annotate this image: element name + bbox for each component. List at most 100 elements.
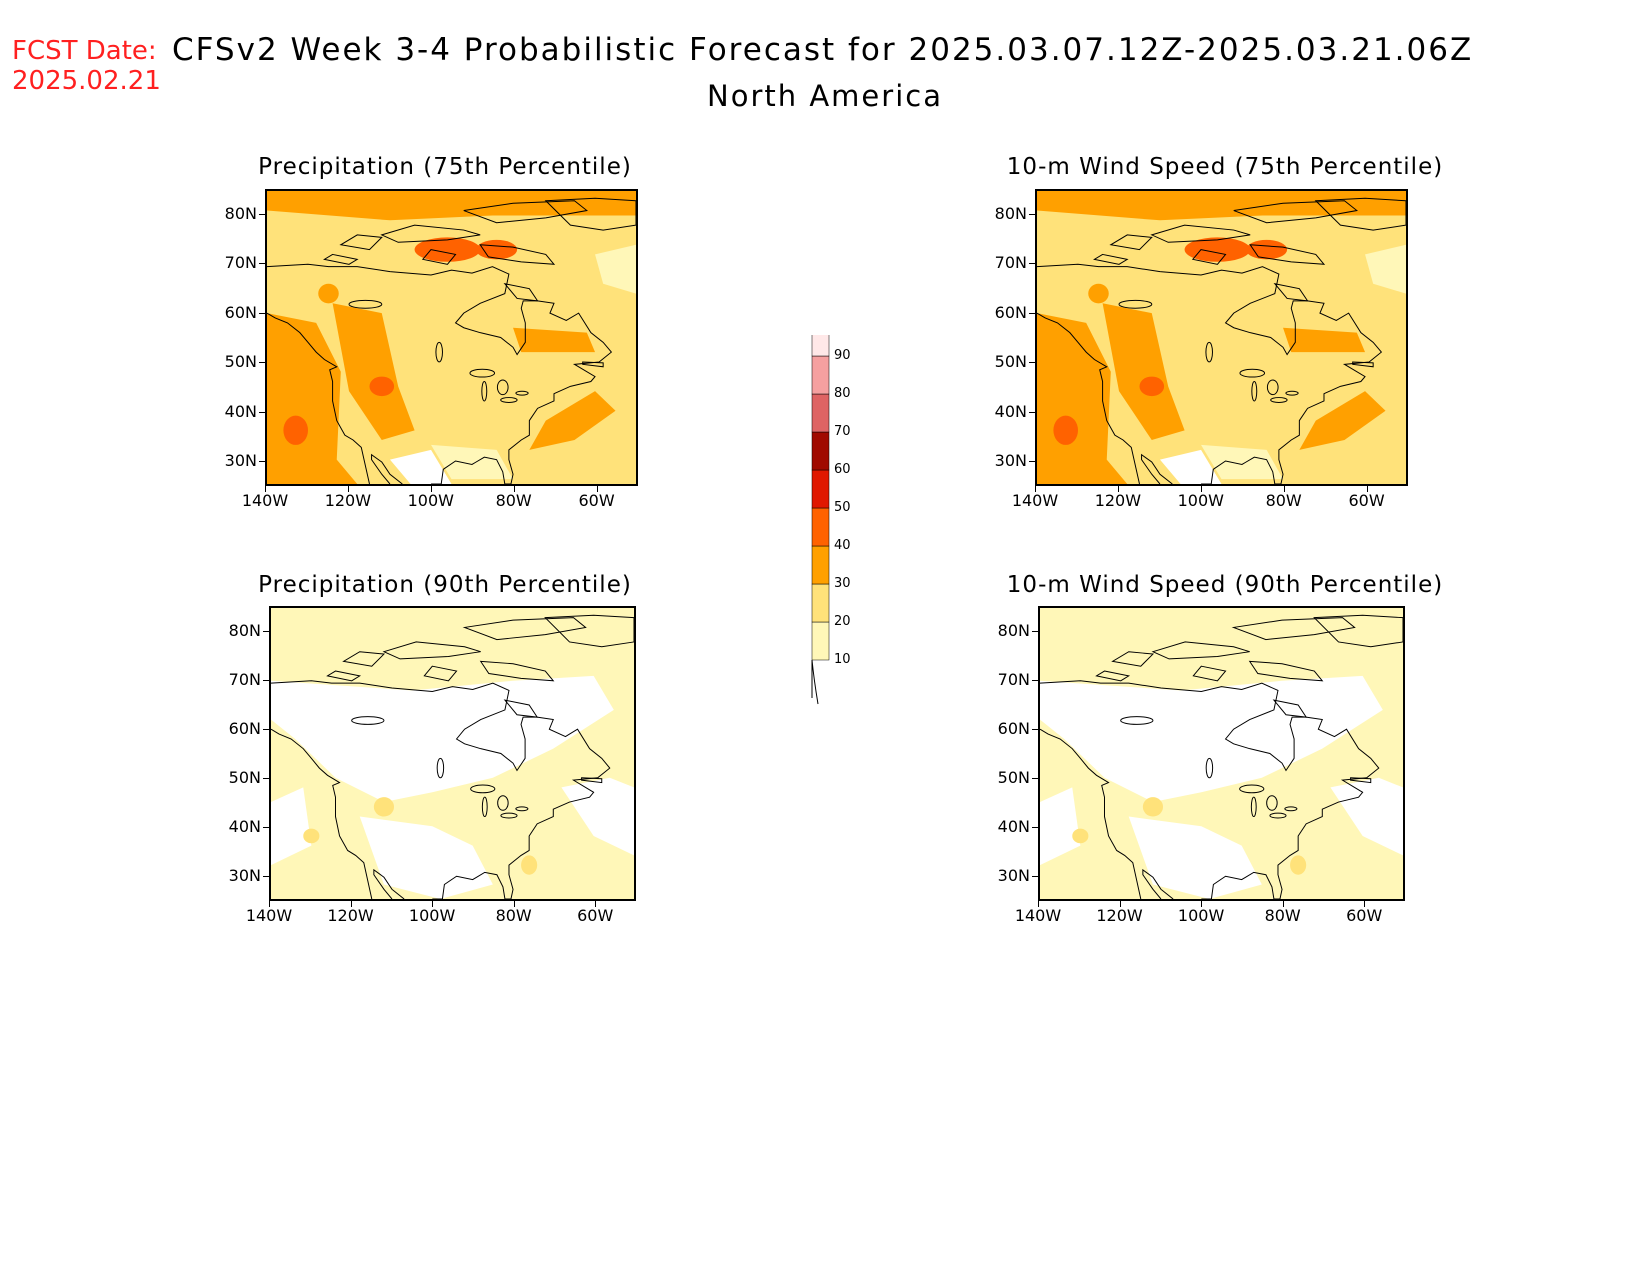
latitude-tick-label: 50N	[228, 768, 261, 788]
latitude-tick-label: 40N	[994, 401, 1027, 421]
great-lake	[1266, 795, 1278, 811]
colorbar-level-label: 90	[834, 348, 851, 363]
coastline	[1037, 312, 1140, 484]
latitude-tick	[259, 213, 265, 215]
coastline	[1040, 680, 1380, 899]
longitude-tick	[1038, 901, 1039, 907]
latitude-tick	[259, 263, 265, 265]
latitude-tick-label: 30N	[228, 866, 261, 886]
island-outline	[326, 670, 362, 682]
forecast-date-value: 2025.02.21	[12, 66, 161, 96]
coastline	[271, 728, 373, 899]
coastline	[271, 680, 611, 899]
map-canvas	[1040, 608, 1403, 899]
island-outline	[1352, 361, 1374, 368]
island-outline	[503, 699, 539, 718]
latitude-tick-label: 80N	[997, 620, 1030, 640]
island-outline	[323, 253, 359, 265]
island-outline	[1093, 253, 1129, 265]
great-lake	[496, 379, 509, 396]
latitude-tick-label: 70N	[228, 669, 261, 689]
panel-wind-90: 10-m Wind Speed (90th Percentile) 80N 70N…	[990, 570, 1460, 940]
probability-patch	[1037, 191, 1406, 221]
longitude-tick	[596, 486, 598, 492]
longitude-tick-label: 100W	[408, 906, 456, 925]
great-slave-lake	[351, 716, 385, 725]
probability-patch	[1088, 283, 1109, 304]
longitude-tick-label: 100W	[1177, 906, 1225, 925]
great-lake	[1266, 379, 1279, 396]
latitude-tick-label: 40N	[224, 401, 257, 421]
island-outline	[463, 200, 589, 224]
great-lake	[1239, 784, 1265, 794]
great-lake	[500, 397, 518, 403]
island-outline	[581, 777, 603, 784]
latitude-tick	[259, 362, 265, 364]
coastline	[1040, 728, 1142, 899]
latitude-tick-label: 70N	[994, 253, 1027, 273]
great-lake	[481, 796, 488, 818]
map-wind-75	[1035, 189, 1408, 486]
great-lake	[1270, 397, 1288, 403]
colorbar-segment	[811, 355, 830, 395]
latitude-tick	[263, 630, 269, 632]
forecast-date-label: FCST Date:	[12, 36, 157, 66]
colorbar-segment	[811, 545, 830, 585]
map-canvas	[1037, 191, 1406, 484]
longitude-tick	[513, 486, 515, 492]
colorbar-segment	[811, 507, 830, 547]
lake-winnipeg	[435, 341, 443, 363]
latitude-tick-label: 40N	[228, 817, 261, 837]
great-lake	[1239, 368, 1266, 378]
colorbar-level-label: 20	[834, 614, 851, 629]
longitude-tick	[513, 901, 515, 907]
latitude-tick-label: 80N	[994, 203, 1027, 223]
longitude-tick	[1201, 901, 1203, 907]
panel-title: Precipitation (90th Percentile)	[258, 572, 632, 598]
latitude-tick	[263, 778, 269, 780]
probability-patch	[513, 327, 596, 353]
probability-patch	[431, 444, 514, 480]
latitude-tick	[259, 461, 265, 463]
map-canvas	[267, 191, 636, 484]
longitude-tick	[350, 901, 352, 907]
great-lake	[1269, 812, 1287, 819]
probability-core	[303, 828, 320, 844]
great-lake	[481, 380, 488, 402]
latitude-tick	[1032, 876, 1038, 878]
colorbar-cap-bottom-curve	[811, 659, 819, 705]
latitude-tick	[1032, 728, 1038, 730]
latitude-tick-label: 80N	[228, 620, 261, 640]
coastline	[267, 263, 613, 484]
latitude-tick	[1029, 312, 1035, 314]
probability-core	[1053, 415, 1078, 445]
colorbar-level-label: 40	[834, 538, 851, 553]
island-outline	[1111, 651, 1155, 667]
latitude-tick	[259, 312, 265, 314]
colorbar-level-label: 50	[834, 500, 851, 515]
probability-patch	[332, 303, 415, 441]
lake-winnipeg	[436, 757, 445, 779]
map-precipitation-75	[265, 189, 638, 486]
island-outline	[1272, 699, 1308, 718]
island-outline	[342, 651, 386, 667]
longitude-tick	[1366, 486, 1368, 492]
probability-patch	[529, 391, 616, 450]
coastline	[373, 868, 405, 899]
latitude-tick	[1029, 263, 1035, 265]
latitude-tick	[1032, 630, 1038, 632]
longitude-tick	[1117, 486, 1119, 492]
map-canvas	[271, 608, 634, 899]
region-subtitle: North America	[707, 79, 943, 113]
latitude-tick	[263, 679, 269, 681]
great-lake	[515, 806, 529, 812]
latitude-tick	[263, 827, 269, 829]
probability-patch	[318, 283, 339, 304]
page-title: CFSv2 Week 3-4 Probabilistic Forecast fo…	[172, 32, 1474, 68]
probability-gap	[271, 675, 614, 803]
longitude-tick	[1282, 901, 1284, 907]
probability-patch	[1365, 244, 1406, 294]
great-slave-lake	[1118, 299, 1153, 309]
latitude-tick	[1032, 778, 1038, 780]
map-wind-90	[1038, 606, 1405, 901]
